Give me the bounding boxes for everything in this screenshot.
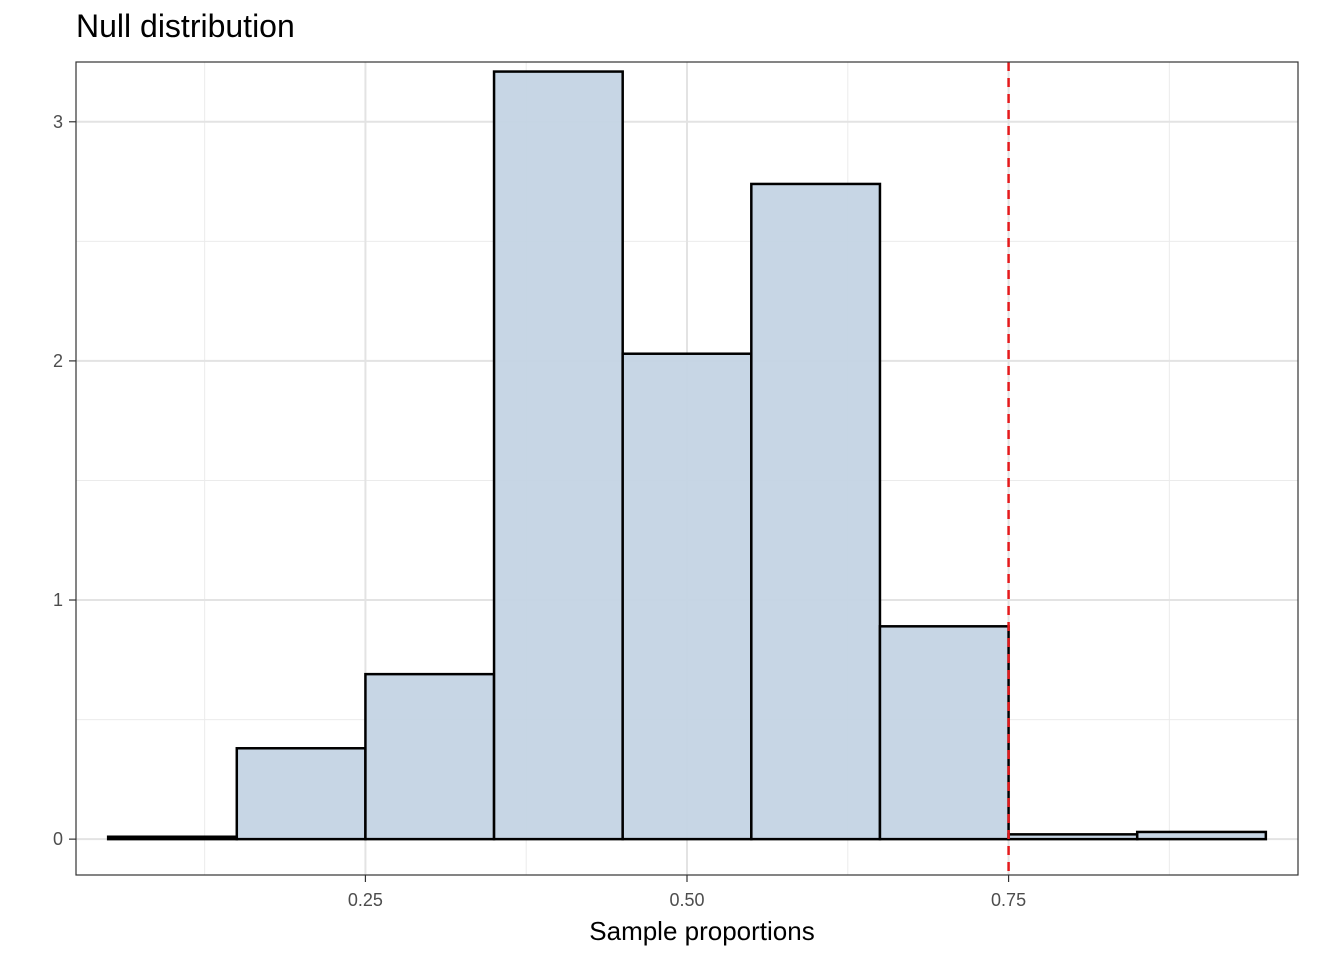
x-axis-title: Sample proportions (589, 916, 814, 946)
x-axis-ticks: 0.25 0.50 0.75 (348, 875, 1026, 910)
y-tick-label: 0 (53, 829, 63, 849)
chart-title: Null distribution (76, 8, 295, 44)
x-tick-label: 0.25 (348, 890, 383, 910)
histogram-bar (621, 352, 753, 841)
histogram-bar (106, 835, 239, 841)
histogram-bar (878, 625, 1010, 841)
y-tick-label: 2 (53, 351, 63, 371)
y-axis-ticks: 0 1 2 3 (53, 112, 76, 849)
y-tick-label: 3 (53, 112, 63, 132)
y-tick-label: 1 (53, 590, 63, 610)
histogram-bar (492, 70, 624, 841)
x-tick-label: 0.75 (991, 890, 1026, 910)
histogram-bars (106, 70, 1268, 841)
histogram-bar (364, 672, 496, 841)
x-tick-label: 0.50 (669, 890, 704, 910)
histogram-bar (750, 182, 882, 841)
histogram-bar (1007, 833, 1139, 841)
histogram-bar (1135, 830, 1268, 841)
histogram-bar (235, 747, 367, 841)
